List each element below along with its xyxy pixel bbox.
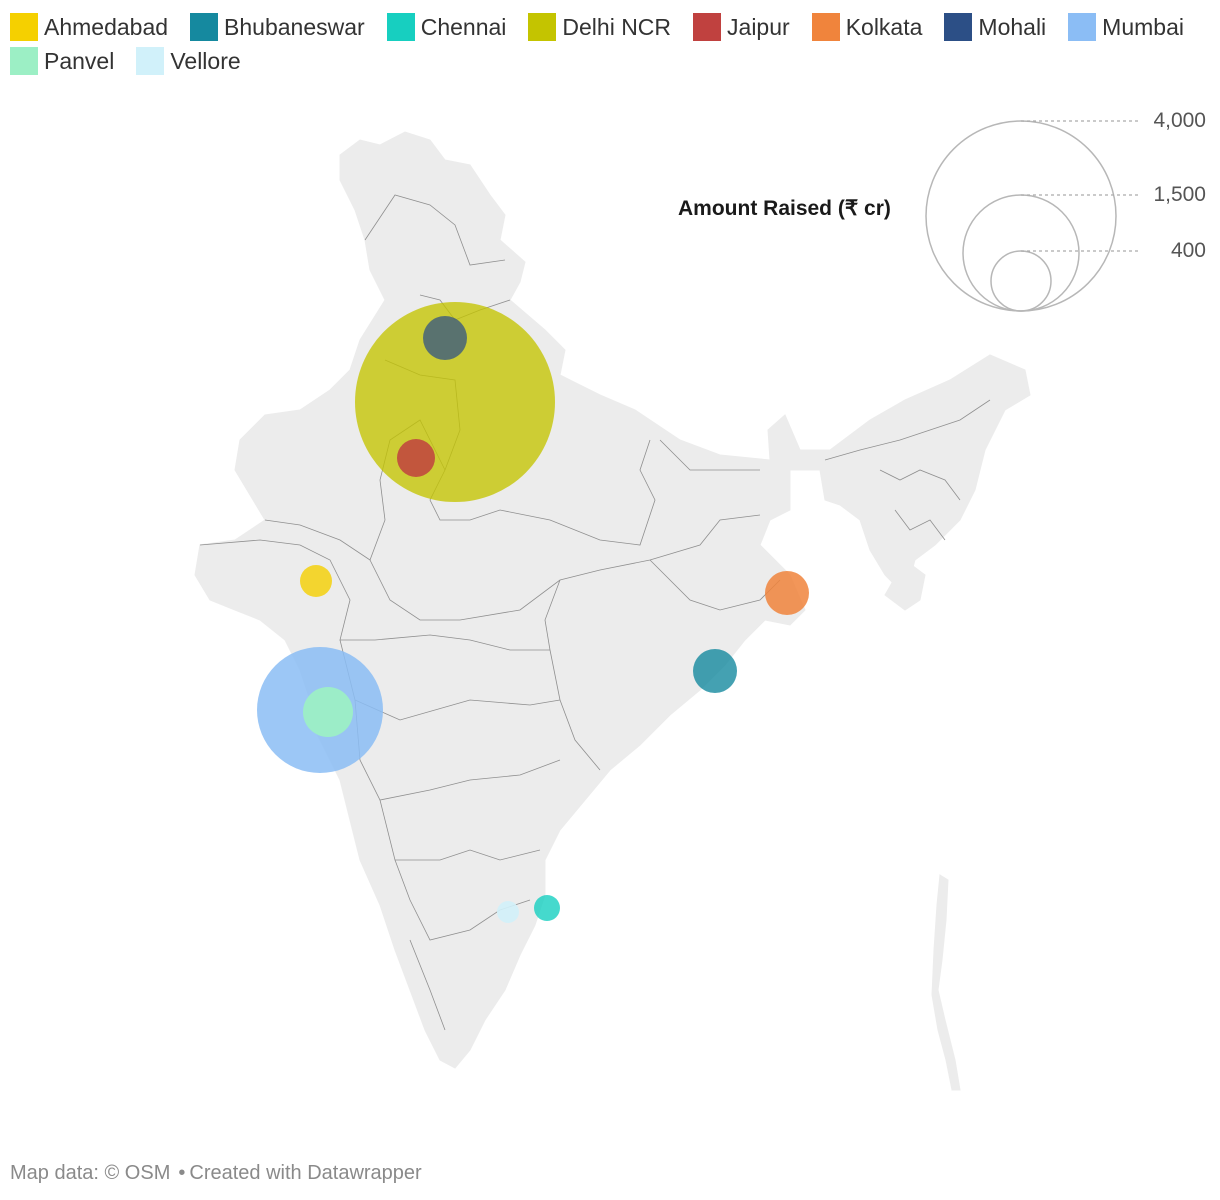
bubble-ahmedabad[interactable] (300, 565, 332, 597)
legend-label-delhi-ncr: Delhi NCR (562, 13, 672, 40)
bubble-chennai[interactable] (534, 895, 560, 921)
bubble-vellore[interactable] (497, 901, 519, 923)
legend-item-vellore: Vellore (136, 47, 241, 75)
legend-item-bhubaneswar: Bhubaneswar (190, 13, 365, 41)
size-legend (925, 120, 1140, 312)
legend-item-chennai: Chennai (386, 13, 507, 41)
legend-label-kolkata: Kolkata (845, 13, 923, 40)
legend-swatch-kolkata (811, 13, 840, 41)
legend-swatch-panvel (10, 47, 38, 75)
legend-label-mohali: Mohali (978, 13, 1047, 40)
legend-item-mumbai: Mumbai (1068, 13, 1184, 41)
size-legend-circle-400 (990, 250, 1052, 312)
legend-row-1: Ahmedabad Bhubaneswar Chennai Delhi NCR … (10, 10, 1220, 44)
bubble-jaipur[interactable] (397, 439, 435, 477)
legend-item-mohali: Mohali (944, 13, 1046, 41)
legend-label-jaipur: Jaipur (727, 13, 790, 40)
bubble-panvel[interactable] (303, 687, 353, 737)
legend-swatch-chennai (386, 13, 415, 41)
legend-swatch-vellore (136, 47, 165, 75)
datawrapper-credit-link[interactable]: Created with Datawrapper (189, 1162, 422, 1184)
india-map (194, 131, 1031, 1091)
footer: Map data: © OSM • Created with Datawrapper (10, 1162, 422, 1185)
legend-label-mumbai: Mumbai (1102, 13, 1184, 40)
bubble-bhubaneswar[interactable] (693, 649, 737, 693)
color-legend: Ahmedabad Bhubaneswar Chennai Delhi NCR … (10, 10, 1220, 78)
map-data-credit: Map data: © OSM (10, 1162, 171, 1184)
size-legend-label-4000: 4,000 (1153, 109, 1206, 132)
legend-label-vellore: Vellore (170, 47, 241, 74)
legend-label-ahmedabad: Ahmedabad (44, 13, 169, 40)
size-legend-label-1500: 1,500 (1153, 183, 1206, 206)
footer-separator: • (178, 1162, 186, 1184)
legend-label-chennai: Chennai (420, 13, 507, 40)
bubble-kolkata[interactable] (765, 571, 809, 615)
legend-item-jaipur: Jaipur (693, 13, 790, 41)
legend-swatch-mumbai (1068, 13, 1097, 41)
legend-swatch-ahmedabad (10, 13, 38, 41)
size-legend-circle-1500 (962, 194, 1080, 312)
legend-label-panvel: Panvel (44, 47, 115, 74)
legend-item-panvel: Panvel (10, 47, 114, 75)
city-bubbles (257, 302, 809, 923)
legend-swatch-jaipur (693, 13, 722, 41)
size-legend-label-400: 400 (1170, 239, 1206, 262)
legend-row-2: Panvel Vellore (10, 44, 1220, 78)
legend-item-delhi-ncr: Delhi NCR (528, 13, 671, 41)
legend-item-kolkata: Kolkata (811, 13, 923, 41)
andaman-islands-shape (931, 874, 961, 1091)
size-legend-circle-4000 (925, 120, 1117, 312)
legend-item-ahmedabad: Ahmedabad (10, 13, 168, 41)
bubble-mohali[interactable] (423, 316, 467, 360)
legend-swatch-bhubaneswar (190, 13, 219, 41)
legend-swatch-mohali (944, 13, 973, 41)
legend-swatch-delhi-ncr (528, 13, 557, 41)
size-legend-title: Amount Raised (₹ cr) (678, 197, 891, 220)
legend-label-bhubaneswar: Bhubaneswar (224, 13, 365, 40)
northeast-tail-shape (884, 559, 926, 611)
